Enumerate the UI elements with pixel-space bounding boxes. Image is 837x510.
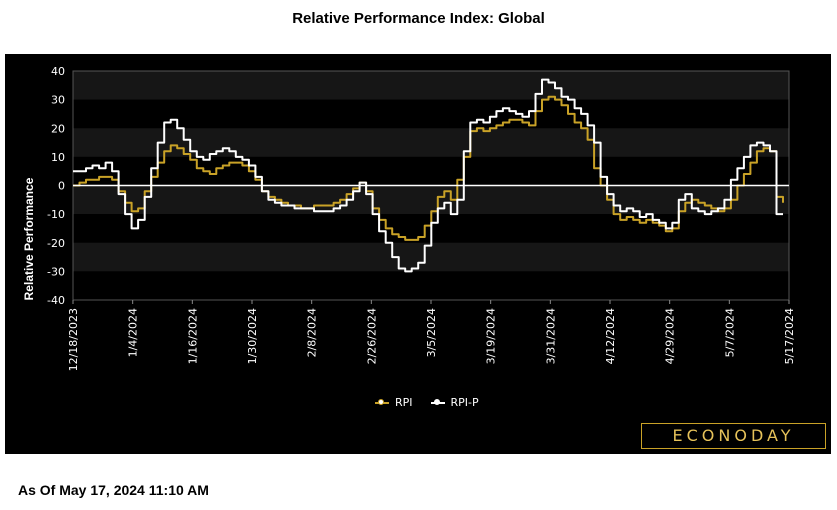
y-tick-label: 0 <box>58 180 65 193</box>
series-line-rpi-p <box>73 78 783 273</box>
chart-panel: 40 30 20 10 0 -10 -20 -30 -40 12/18/2023 1/4/2024… <box>5 54 831 454</box>
rpi-swatch-icon <box>375 398 389 405</box>
series-line-rpi <box>73 95 784 241</box>
y-tick-label: -30 <box>47 265 65 278</box>
grid-band <box>73 156 789 186</box>
y-tick-label: 40 <box>51 65 65 78</box>
y-tick-label: 30 <box>51 94 65 107</box>
econoday-logo: ECONODAY <box>641 423 826 449</box>
rpi-p-swatch-icon <box>430 398 445 405</box>
legend: RPI RPI-P <box>375 396 479 409</box>
x-tick-label: 4/29/2024 <box>664 308 677 364</box>
y-axis-label: Relative Performance <box>22 177 36 300</box>
x-tick-label: 5/7/2024 <box>723 308 736 357</box>
y-tick-label: 20 <box>51 122 65 135</box>
grid-band <box>73 242 789 272</box>
grid-band <box>73 185 789 215</box>
grid-band <box>73 128 789 157</box>
legend-item-rpi[interactable]: RPI <box>375 396 413 409</box>
legend-label-rpi-p: RPI-P <box>450 396 479 409</box>
legend-label-rpi: RPI <box>395 396 413 409</box>
y-tick-label: -10 <box>47 208 65 221</box>
y-tick-label: -40 <box>47 294 65 307</box>
grid-band <box>73 71 789 100</box>
x-tick-label: 3/19/2024 <box>485 308 498 364</box>
as-of-timestamp: As Of May 17, 2024 11:10 AM <box>18 482 209 498</box>
x-tick-label: 5/17/2024 <box>783 308 796 364</box>
grid-band <box>73 271 789 300</box>
y-tick-label: 10 <box>51 151 65 164</box>
x-tick-label: 3/31/2024 <box>544 308 557 364</box>
x-tick-label: 3/5/2024 <box>425 308 438 357</box>
chart-svg: 40 30 20 10 0 -10 -20 -30 -40 12/18/2023 1/4/2024… <box>22 65 796 371</box>
x-tick-label: 1/30/2024 <box>246 308 259 364</box>
grid-band <box>73 99 789 129</box>
x-tick-label: 1/16/2024 <box>186 308 199 364</box>
x-tick-label: 2/26/2024 <box>365 308 378 364</box>
legend-item-rpi-p[interactable]: RPI-P <box>430 396 479 409</box>
x-tick-label: 1/4/2024 <box>127 308 140 357</box>
x-tick-label: 4/12/2024 <box>604 308 617 364</box>
page-title: Relative Performance Index: Global <box>292 10 545 27</box>
x-tick-label: 2/8/2024 <box>306 308 319 357</box>
x-tick-label: 12/18/2023 <box>67 308 80 371</box>
y-tick-label: -20 <box>47 237 65 250</box>
